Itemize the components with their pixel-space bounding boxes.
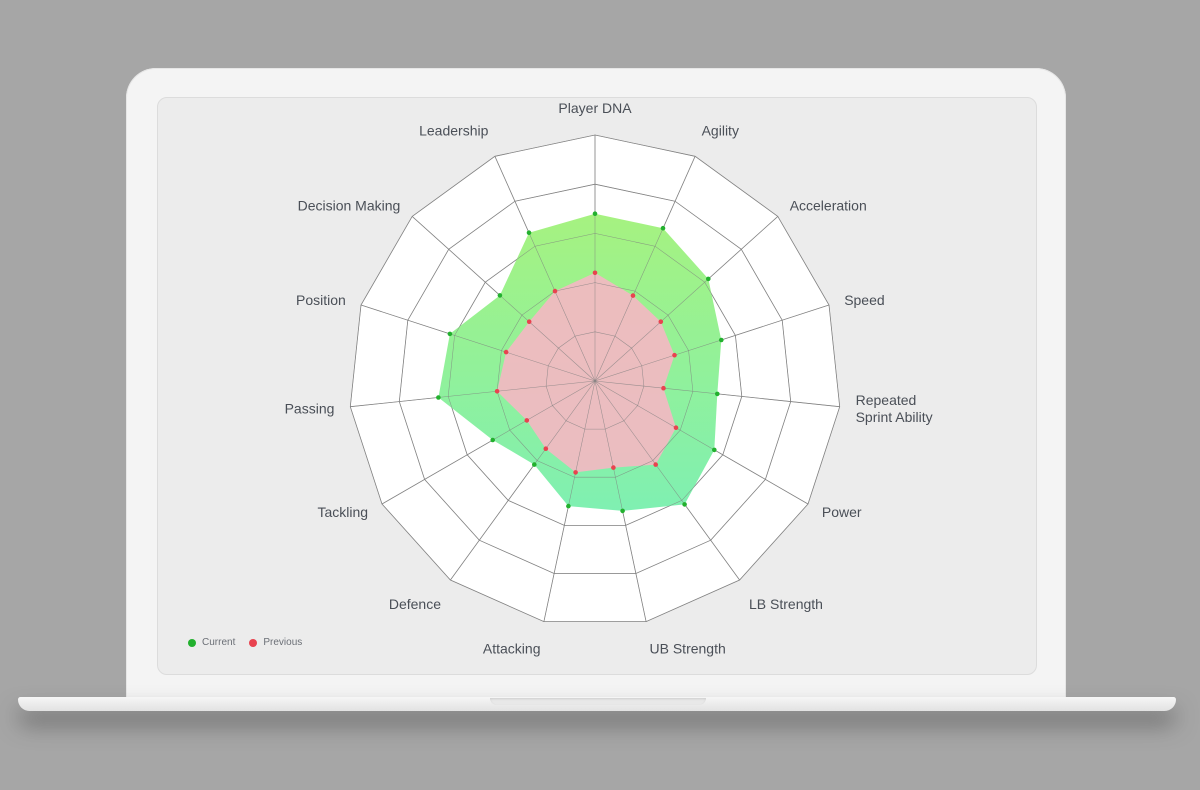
grid-spoke-overlay — [360, 304, 596, 382]
grid-ring-overlay-1 — [545, 331, 645, 430]
point-previous[interactable] — [503, 349, 509, 355]
axis-label: Leadership — [419, 123, 488, 139]
point-previous[interactable] — [658, 319, 664, 324]
axis-label: Player DNA — [558, 100, 632, 116]
axis-label: Speed — [844, 292, 884, 308]
axis-label: Tackling — [318, 504, 369, 520]
laptop-notch — [490, 698, 706, 705]
grid-spoke-overlay — [594, 156, 696, 382]
point-current[interactable] — [497, 293, 503, 298]
axis-label: Passing — [285, 400, 335, 416]
point-current[interactable] — [490, 437, 496, 443]
point-current[interactable] — [682, 502, 687, 507]
grid-spoke-overlay — [450, 380, 596, 581]
grid-ring-overlay-2 — [496, 282, 694, 478]
axis-label: UB Strength — [650, 640, 726, 656]
axis-label: Power — [822, 504, 862, 520]
grid-ring-overlay-4 — [399, 183, 791, 574]
point-previous[interactable] — [630, 293, 636, 298]
axis-label: Acceleration — [790, 198, 867, 214]
point-previous[interactable] — [543, 446, 549, 452]
radar-grid-overlay — [350, 134, 840, 622]
point-current[interactable] — [706, 276, 711, 282]
radar-points — [436, 211, 724, 514]
point-current[interactable] — [566, 503, 571, 509]
radar-axis-labels: Player DNA Agility Acceleration Speed Repeat… — [285, 100, 933, 656]
grid-ring-overlay-3 — [447, 233, 743, 526]
point-current[interactable] — [592, 211, 598, 216]
point-previous[interactable] — [672, 352, 677, 358]
point-previous[interactable] — [524, 418, 530, 423]
legend-item-current[interactable]: Current — [188, 637, 235, 648]
legend-item-previous[interactable]: Previous — [249, 637, 302, 648]
point-current[interactable] — [526, 230, 532, 235]
point-previous[interactable] — [526, 319, 532, 324]
grid-spoke-overlay — [594, 304, 830, 382]
axis-label: Defence — [389, 596, 441, 612]
grid-spoke-overlay — [594, 380, 809, 505]
grid-spoke-overlay — [350, 380, 596, 407]
axis-label: Decision Making — [298, 198, 401, 214]
point-previous[interactable] — [611, 465, 616, 470]
chart-legend: Current Previous — [188, 637, 316, 648]
point-previous[interactable] — [673, 425, 679, 431]
point-previous[interactable] — [573, 470, 578, 475]
legend-previous-dot — [249, 638, 258, 647]
radar-series — [438, 213, 722, 511]
point-previous[interactable] — [653, 462, 658, 467]
point-current[interactable] — [620, 508, 625, 514]
grid-spoke-overlay — [381, 380, 596, 505]
point-previous[interactable] — [661, 385, 666, 391]
axis-label: Agility — [702, 123, 739, 139]
point-current[interactable] — [715, 391, 720, 397]
grid-spoke-overlay — [412, 216, 596, 382]
grid-ring-overlay-5 — [350, 134, 840, 622]
grid-spoke-overlay — [594, 216, 778, 382]
series-area-previous — [497, 272, 676, 473]
legend-current-label: Current — [202, 637, 236, 648]
point-previous[interactable] — [592, 270, 598, 276]
grid-spoke-overlay — [494, 156, 596, 382]
axis-label: LB Strength — [749, 596, 823, 612]
legend-current-dot — [188, 638, 196, 647]
point-previous[interactable] — [494, 389, 500, 394]
grid-spoke-overlay — [543, 380, 596, 622]
grid-spoke-overlay — [594, 380, 740, 581]
radar-chart: Player DNA Agility Acceleration Speed Repeat… — [285, 100, 933, 656]
axis-label: Position — [296, 292, 346, 308]
laptop-screen: Player DNA Agility Acceleration Speed Repeat… — [157, 97, 1037, 675]
point-current[interactable] — [719, 337, 724, 343]
point-current[interactable] — [660, 225, 666, 231]
grid-spoke-overlay — [594, 380, 647, 622]
point-current[interactable] — [712, 447, 717, 453]
point-current[interactable] — [436, 395, 441, 400]
axis-label: Repeated Sprint Ability — [856, 392, 933, 425]
point-previous[interactable] — [552, 288, 558, 294]
legend-previous-label: Previous — [263, 637, 303, 648]
point-current[interactable] — [532, 462, 537, 467]
axis-label: Attacking — [483, 640, 541, 656]
point-current[interactable] — [447, 331, 453, 337]
